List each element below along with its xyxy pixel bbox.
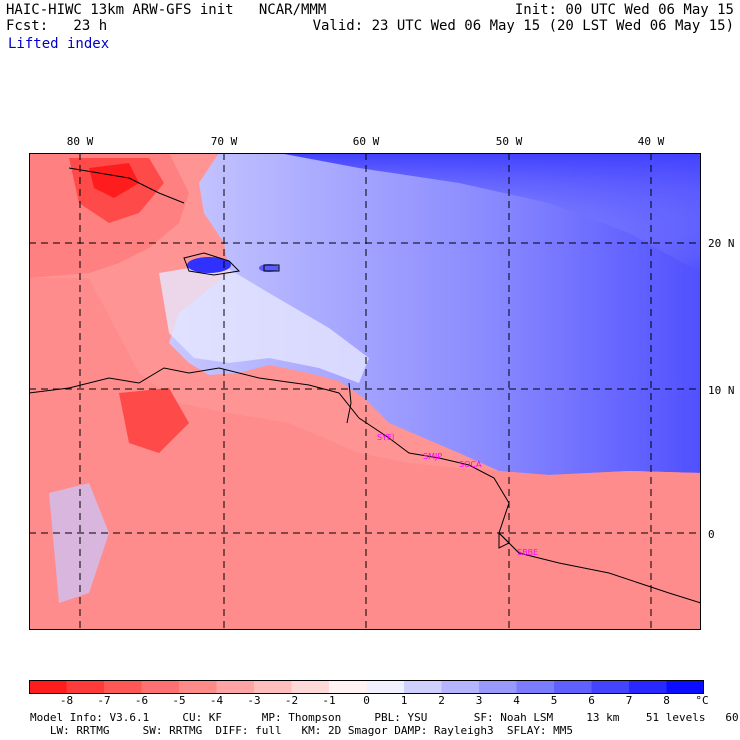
andes-stable-strip	[49, 483, 109, 603]
station-smjp: SMJP	[423, 452, 442, 461]
colorbar-swatch	[516, 680, 555, 694]
colorbar-swatch	[441, 680, 480, 694]
colorbar-tick-label: -4	[209, 694, 224, 707]
colorbar-tick-label: -1	[322, 694, 336, 707]
colorbar	[29, 680, 704, 694]
colorbar-tick-label: -8	[59, 694, 74, 707]
ocean-stable-region	[169, 153, 701, 475]
colorbar-swatch	[291, 680, 330, 694]
colorbar-tick-label: 5	[550, 694, 558, 707]
station-sbbe: SBBE	[517, 548, 538, 557]
colorbar-tick-label: 6	[588, 694, 595, 707]
south-america-unstable-region	[29, 278, 701, 630]
colorbar-swatch	[216, 680, 255, 694]
colorbar-tick-label: -2	[284, 694, 299, 707]
colorbar-swatch	[141, 680, 180, 694]
model-info-line-1: Model Info: V3.6.1 CU: KF MP: Thompson P…	[30, 711, 740, 724]
colombia-unstable-core	[119, 388, 189, 453]
colorbar-tick-label: 7	[625, 694, 633, 707]
colorbar-tick-label: 8	[663, 694, 670, 707]
colorbar-swatch	[179, 680, 217, 694]
colorbar-swatch	[366, 680, 405, 694]
lat-label-equator: 0	[708, 528, 715, 541]
colorbar-tick-label: 3	[475, 694, 483, 707]
init-time: Init: 00 UTC Wed 06 May 15	[514, 2, 734, 18]
lon-label-70w: 70 W	[210, 135, 238, 148]
colorbar-swatch	[629, 680, 667, 694]
colorbar-swatch	[254, 680, 292, 694]
transition-band	[159, 263, 369, 383]
colorbar-tick-label: 0	[363, 694, 370, 707]
lat-label-10n: 10 N	[708, 384, 735, 397]
lon-label-40w: 40 W	[637, 135, 665, 148]
lon-label-80w: 80 W	[66, 135, 94, 148]
station-syei: SYEI	[377, 433, 394, 442]
colorbar-tick-label: 4	[513, 694, 520, 707]
colorbar-tick-label: -5	[172, 694, 186, 707]
lat-label-20n: 20 N	[708, 237, 735, 250]
colorbar-unit: °C	[695, 694, 709, 707]
colorbar-tick-label: -3	[247, 694, 261, 707]
colorbar-swatch	[591, 680, 630, 694]
colorbar-swatch	[66, 680, 105, 694]
colorbar-tick-label: 2	[438, 694, 445, 707]
colorbar-swatch	[29, 680, 67, 694]
valid-time: Valid: 23 UTC Wed 06 May 15 (20 LST Wed …	[312, 18, 734, 34]
north-stable-region	[279, 153, 701, 273]
colorbar-tick-label: -7	[97, 694, 111, 707]
hispaniola-stable-cell	[187, 257, 231, 273]
lon-label-50w: 50 W	[495, 135, 523, 148]
field-name: Lifted index	[8, 36, 110, 52]
colorbar-swatch	[554, 680, 592, 694]
colorbar-swatch	[329, 680, 367, 694]
colorbar-swatch	[479, 680, 517, 694]
forecast-hour: Fcst: 23 h	[6, 18, 108, 34]
lifted-index-map: SYEI SMJP SOCA SBBE	[29, 153, 701, 630]
colorbar-tick-label: -6	[134, 694, 149, 707]
colorbar-swatch	[666, 680, 704, 694]
station-soca: SOCA	[459, 460, 482, 469]
cuba-max-instability	[89, 163, 139, 198]
colorbar-swatch	[404, 680, 442, 694]
colorbar-tick-label: 1	[400, 694, 408, 707]
colorbar-swatch	[104, 680, 142, 694]
graticule	[29, 153, 701, 630]
model-info-line-2: LW: RRTMG SW: RRTMG DIFF: full KM: 2D Sm…	[30, 724, 574, 737]
coastlines	[29, 167, 701, 604]
map-frame	[29, 153, 701, 630]
lon-label-60w: 60 W	[352, 135, 380, 148]
model-title: HAIC-HIWC 13km ARW-GFS init NCAR/MMM	[6, 2, 327, 18]
